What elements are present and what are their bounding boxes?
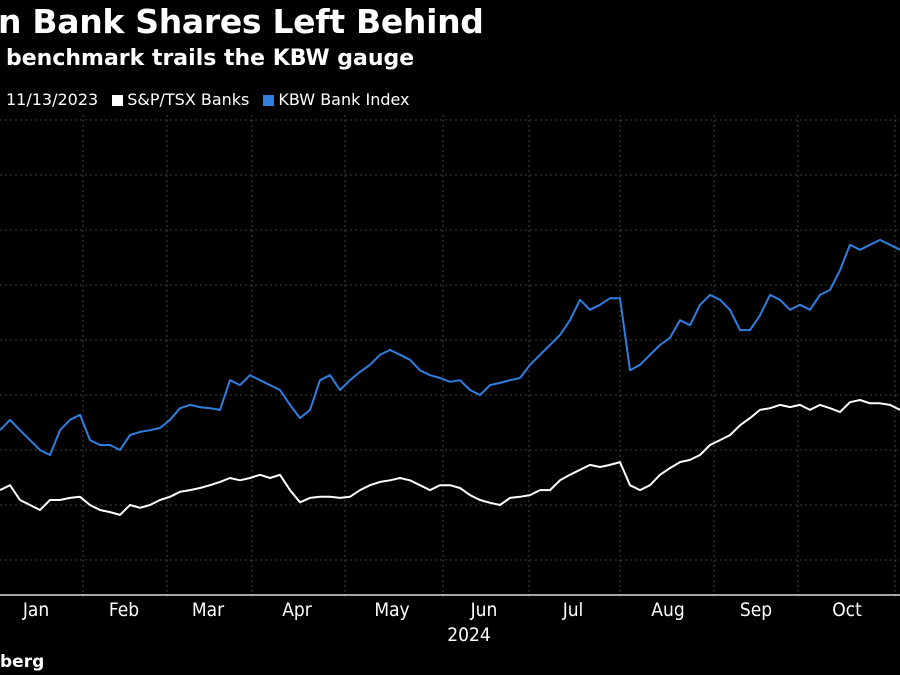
x-tick-label: Jun: [470, 599, 498, 621]
legend-swatch-sptsx: [112, 95, 124, 106]
chart-subtitle: benchmark trails the KBW gauge: [6, 46, 415, 71]
series-line-kbw-bank-index: [0, 238, 900, 456]
series-line-sptsx-banks: [0, 399, 900, 516]
x-tick-label: Sep: [740, 599, 772, 621]
source-footer: berg: [0, 652, 45, 672]
legend-swatch-kbw: [263, 95, 275, 106]
legend-item-kbw: KBW Bank Index: [263, 90, 410, 109]
x-tick-label: Aug: [651, 599, 684, 621]
legend-item-sptsx: S&P/TSX Banks: [112, 90, 249, 109]
x-tick-label: Apr: [282, 599, 313, 621]
legend: 11/13/2023 S&P/TSX Banks KBW Bank Index: [6, 90, 410, 109]
x-tick-label: Oct: [832, 599, 862, 621]
legend-label: S&P/TSX Banks: [127, 90, 250, 109]
series-lines: [0, 238, 900, 516]
x-tick-label: May: [374, 599, 409, 621]
x-tick-label: Feb: [109, 599, 139, 621]
chart-title: n Bank Shares Left Behind: [0, 2, 484, 41]
x-axis-year-label: 2024: [447, 624, 491, 646]
legend-start-date: 11/13/2023: [6, 90, 99, 109]
x-tick-label: Jul: [562, 599, 584, 621]
x-ticks: Jan Feb Mar Apr May Jun Jul Aug Sep Oct: [22, 599, 862, 621]
x-tick-label: Mar: [192, 599, 225, 621]
legend-label: KBW Bank Index: [278, 90, 410, 109]
x-tick-label: Jan: [22, 599, 49, 621]
gridlines: [0, 115, 900, 600]
